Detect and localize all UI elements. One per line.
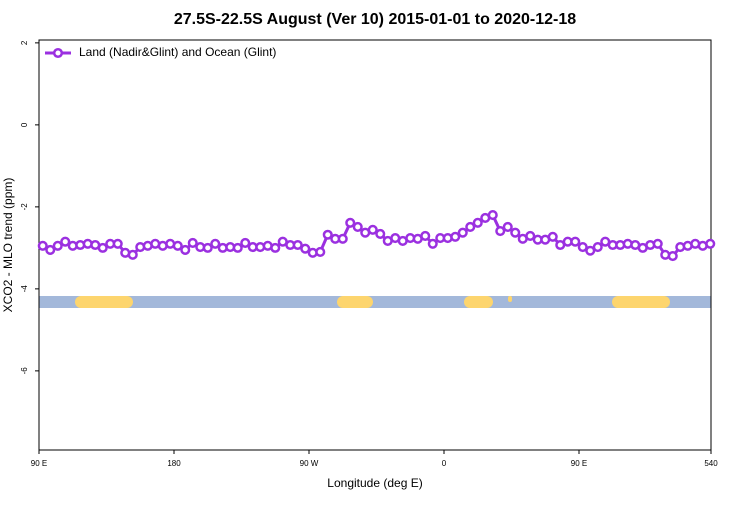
land-patch [337, 296, 373, 308]
land-patch [464, 296, 493, 308]
data-point [525, 230, 536, 242]
x-tick-label: 0 [442, 459, 447, 468]
data-point [667, 251, 678, 262]
legend-marker [52, 47, 64, 59]
data-point [112, 238, 123, 249]
data-point [292, 239, 303, 251]
x-tick-label: 180 [167, 459, 181, 468]
data-point [592, 242, 603, 253]
data-point [315, 246, 326, 258]
y-tick-label: -6 [20, 367, 29, 375]
x-axis-label: Longitude (deg E) [327, 476, 422, 490]
data-point [322, 229, 333, 240]
data-point [570, 236, 581, 247]
data-point [585, 245, 596, 256]
data-point [37, 240, 48, 251]
data-point [45, 244, 56, 255]
data-point [367, 224, 378, 235]
data-point [487, 210, 498, 221]
data-point [232, 242, 243, 253]
data-point [300, 243, 311, 254]
data-point [210, 238, 221, 249]
data-point [427, 238, 438, 249]
data-point [502, 221, 513, 233]
data-point [127, 249, 138, 260]
data-point [172, 240, 183, 251]
chart-title: 27.5S-22.5S August (Ver 10) 2015-01-01 t… [174, 11, 576, 28]
surface-strip [39, 296, 711, 308]
x-tick-label: 90 E [571, 459, 587, 468]
data-point [180, 244, 191, 255]
data-point [652, 238, 663, 249]
data-point [510, 227, 521, 238]
data-point [52, 240, 63, 251]
y-tick-label: -2 [20, 203, 29, 211]
ocean-band [39, 296, 711, 308]
data-point [465, 221, 476, 233]
data-point [202, 242, 213, 253]
data-point [547, 231, 558, 242]
data-point [97, 242, 108, 253]
data-point [270, 242, 281, 253]
data-point [240, 237, 251, 248]
data-point [345, 217, 356, 228]
data-point [705, 238, 716, 249]
data-point [450, 231, 461, 242]
data-point [187, 237, 198, 248]
data-point [420, 230, 431, 242]
data-point [577, 242, 588, 253]
x-tick-label: 540 [704, 459, 718, 468]
x-tick-label: 90 W [300, 459, 319, 468]
y-tick-label: 2 [20, 40, 29, 45]
x-tick-label: 90 E [31, 459, 47, 468]
land-patch [612, 296, 670, 308]
y-tick-label: 0 [20, 122, 29, 127]
data-point [457, 227, 468, 238]
data-point [472, 217, 483, 228]
legend-label: Land (Nadir&Glint) and Ocean (Glint) [79, 45, 276, 59]
y-axis-label: XCO2 - MLO trend (ppm) [1, 178, 15, 313]
y-tick-label: -4 [20, 285, 29, 293]
data-point [375, 228, 386, 239]
data-point [60, 236, 71, 247]
land-patch [508, 296, 512, 302]
land-patch [75, 296, 133, 308]
data-point [337, 233, 348, 244]
data-point [495, 226, 506, 237]
data-point [352, 221, 363, 233]
